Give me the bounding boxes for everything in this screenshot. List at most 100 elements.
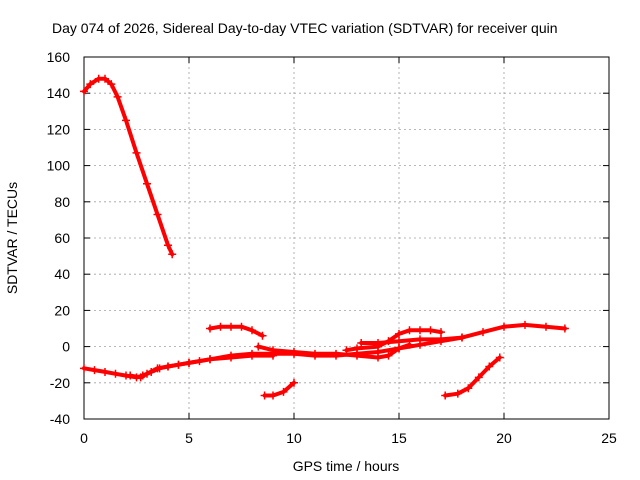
data-point: [374, 338, 382, 347]
data-point: [248, 326, 256, 335]
data-point: [521, 320, 529, 329]
y-tick-label: 40: [54, 266, 70, 282]
y-axis-label: SDTVAR / TECUs: [4, 182, 20, 294]
y-tick-label: 160: [47, 49, 71, 65]
data-point: [206, 355, 214, 364]
data-point: [143, 369, 151, 378]
axis-ticks: 0 5 10 15 20 25 -40 -20 0 20 40 60 80 100 120 140 160: [47, 49, 617, 446]
series-line: [82, 76, 175, 257]
x-axis-label: GPS time / hours: [293, 458, 400, 474]
series-line: [256, 342, 412, 360]
data-series: [80, 74, 569, 400]
data-point: [342, 346, 351, 355]
series-line: [208, 324, 265, 338]
data-point: [437, 335, 445, 344]
data-point: [101, 74, 109, 83]
series-arc-5: [254, 340, 414, 362]
data-point: [542, 322, 550, 331]
data-point: [495, 353, 504, 362]
data-point: [143, 179, 151, 188]
series-arc-1: [80, 74, 177, 259]
series-arc-3: [126, 351, 277, 382]
y-tick-label: 20: [54, 302, 70, 318]
data-point: [168, 250, 177, 259]
data-point: [395, 329, 403, 338]
data-point: [395, 344, 403, 353]
data-point: [185, 358, 193, 367]
data-point: [384, 351, 393, 360]
data-point: [426, 326, 435, 335]
data-point: [500, 322, 508, 331]
data-point: [136, 373, 145, 382]
data-point: [260, 391, 269, 400]
data-point: [290, 348, 298, 357]
data-point: [90, 366, 99, 375]
data-point: [122, 116, 130, 125]
chart-title: Day 074 of 2026, Sidereal Day-to-day VTE…: [52, 20, 558, 36]
data-point: [437, 328, 445, 337]
data-point: [474, 373, 483, 382]
series-arc-6: [260, 378, 298, 400]
grid: [84, 57, 609, 419]
data-point: [111, 369, 120, 378]
data-point: [86, 80, 95, 89]
y-tick-label: -40: [50, 411, 70, 427]
data-point: [101, 367, 109, 376]
data-point: [332, 349, 340, 358]
y-tick-label: 100: [47, 158, 71, 174]
data-point: [113, 92, 122, 101]
data-point: [353, 344, 361, 353]
data-point: [153, 210, 162, 219]
data-point: [441, 391, 450, 400]
series-arc-9: [441, 353, 504, 400]
data-point: [416, 335, 424, 344]
data-point: [405, 326, 414, 335]
data-point: [206, 324, 214, 333]
data-point: [279, 387, 288, 396]
data-point: [560, 324, 569, 333]
series-line: [443, 355, 502, 398]
data-point: [248, 351, 256, 360]
y-tick-label: 120: [47, 121, 71, 137]
data-point: [254, 342, 263, 351]
x-tick-label: 15: [391, 430, 407, 446]
data-point: [107, 80, 116, 89]
x-tick-label: 10: [286, 430, 302, 446]
x-tick-label: 5: [185, 430, 193, 446]
series-arc-8: [357, 333, 466, 347]
x-tick-label: 25: [601, 430, 617, 446]
data-point: [458, 333, 466, 342]
data-point: [464, 384, 473, 393]
data-point: [126, 371, 135, 380]
y-tick-label: 0: [62, 339, 70, 355]
data-point: [153, 364, 162, 373]
data-point: [216, 322, 225, 331]
data-point: [164, 241, 172, 250]
data-point: [485, 362, 494, 371]
data-point: [237, 322, 246, 331]
data-point: [416, 326, 424, 335]
data-point: [227, 353, 235, 362]
data-point: [227, 322, 235, 331]
data-point: [357, 338, 366, 347]
x-tick-label: 20: [496, 430, 512, 446]
data-point: [479, 328, 487, 337]
data-point: [353, 351, 361, 360]
data-point: [290, 378, 298, 387]
y-tick-label: 140: [47, 85, 71, 101]
data-point: [80, 87, 88, 96]
data-point: [269, 391, 277, 400]
data-point: [269, 346, 277, 355]
x-tick-label: 0: [80, 430, 88, 446]
data-point: [311, 349, 319, 358]
data-point: [174, 360, 183, 369]
y-tick-label: 80: [54, 194, 70, 210]
data-point: [80, 364, 88, 373]
data-point: [395, 337, 403, 346]
data-point: [453, 389, 462, 398]
series-arc-4: [206, 322, 267, 340]
data-point: [164, 362, 172, 371]
data-point: [258, 331, 267, 340]
series-line: [262, 380, 296, 398]
